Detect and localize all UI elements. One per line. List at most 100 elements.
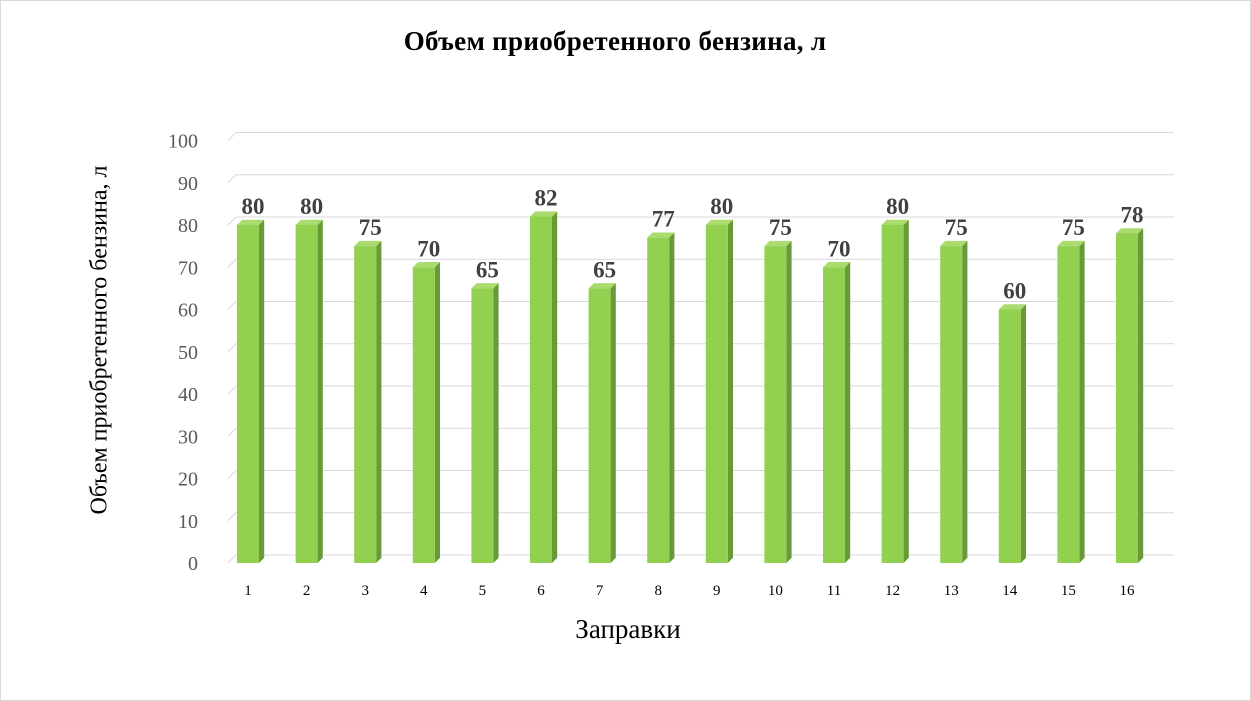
bar-side-face [1020, 304, 1026, 563]
bar [647, 232, 675, 564]
y-tick-label: 50 [178, 342, 198, 364]
bar-top-face [412, 262, 440, 268]
x-tick-label: 5 [479, 583, 487, 599]
data-label: 78 [1121, 202, 1144, 227]
bar [412, 262, 440, 563]
x-tick-label: 8 [654, 583, 662, 599]
bar [1116, 228, 1144, 563]
bar-front-face [881, 225, 904, 563]
bar-side-face [259, 219, 265, 564]
bar [471, 283, 499, 563]
bar-top-face [354, 240, 382, 247]
data-label: 70 [828, 236, 851, 261]
bar-top-face [823, 262, 851, 268]
data-label: 75 [359, 215, 382, 240]
gridline [227, 554, 1174, 564]
x-tick-label: 1 [244, 583, 252, 599]
bar-top-face [1057, 240, 1085, 247]
bar [237, 219, 265, 564]
bar-front-face [705, 225, 728, 563]
bar-side-face [727, 219, 733, 564]
y-tick-label: 70 [178, 257, 198, 279]
bar-side-face [434, 262, 440, 563]
gridline [227, 301, 1174, 310]
bar-top-face [764, 240, 792, 247]
x-tick-label: 11 [827, 583, 841, 599]
bar-side-face [845, 262, 851, 563]
bar-side-face [552, 211, 558, 563]
data-label: 75 [945, 215, 968, 240]
data-label: 80 [710, 194, 733, 219]
bar [588, 283, 616, 563]
gridline [227, 343, 1174, 353]
bar-top-face [237, 219, 265, 225]
data-label: 80 [886, 194, 909, 219]
bar-top-face [647, 232, 675, 238]
data-label: 80 [242, 194, 265, 219]
data-label: 75 [1062, 215, 1085, 240]
y-tick-label: 20 [178, 469, 198, 491]
bar-front-face [1116, 233, 1138, 563]
y-tick-label: 60 [178, 300, 198, 322]
data-label: 82 [535, 186, 558, 211]
y-tick-label: 80 [178, 215, 198, 237]
bar [940, 240, 968, 564]
bar-top-face [940, 240, 968, 247]
bar-top-face [998, 304, 1026, 310]
x-tick-label: 9 [713, 583, 721, 599]
bar-side-face [1138, 228, 1144, 563]
y-axis-ticks: 0 10 20 30 40 50 60 70 80 90 100 [168, 131, 198, 576]
bar-side-face [376, 240, 382, 564]
bar-top-face [1116, 228, 1144, 234]
data-label: 75 [769, 215, 792, 240]
bar-top-face [881, 219, 909, 225]
bar-side-face [669, 232, 675, 563]
bar [530, 211, 558, 564]
x-axis-ticks: 1 2 3 4 5 6 7 8 9 10 11 12 13 14 15 16 [244, 583, 1135, 599]
y-tick-label: 0 [188, 553, 198, 575]
bar [1057, 240, 1085, 564]
bar-front-face [823, 267, 845, 563]
bar [998, 304, 1026, 563]
bar-side-face [962, 240, 968, 564]
bar-top-face [295, 219, 323, 225]
x-tick-label: 2 [303, 583, 311, 599]
bar-side-face [610, 283, 616, 563]
bar [881, 219, 909, 564]
bar-side-face [903, 219, 909, 564]
gridline [227, 132, 1174, 141]
bar [764, 240, 792, 564]
bar-top-face [705, 219, 733, 225]
y-tick-label: 90 [178, 173, 198, 195]
bar-front-face [764, 246, 787, 563]
bar [354, 240, 382, 564]
data-label: 77 [652, 207, 675, 232]
x-tick-label: 4 [420, 583, 428, 599]
bar-front-face [530, 216, 552, 564]
bar-top-face [530, 211, 558, 217]
bar-front-face [940, 246, 963, 563]
y-tick-label: 100 [168, 131, 198, 153]
bar-front-face [998, 309, 1021, 563]
bar [295, 219, 323, 564]
x-tick-label: 10 [768, 583, 783, 599]
y-tick-label: 30 [178, 426, 198, 448]
bars [237, 211, 1144, 564]
bar-side-face [786, 240, 792, 564]
bar [705, 219, 733, 564]
gridline [227, 174, 1174, 184]
x-tick-label: 7 [596, 583, 604, 599]
data-label: 65 [593, 257, 616, 282]
bar-front-face [412, 267, 435, 563]
gridline [227, 258, 1174, 268]
bar-front-face [588, 288, 611, 563]
bar-side-face [317, 219, 323, 564]
bar-front-face [354, 246, 377, 563]
x-tick-label: 16 [1120, 583, 1136, 599]
gridline [227, 385, 1174, 395]
bar-front-face [471, 288, 494, 563]
bar-front-face [237, 225, 259, 563]
bar-side-face [493, 283, 499, 563]
data-label: 65 [476, 257, 499, 282]
